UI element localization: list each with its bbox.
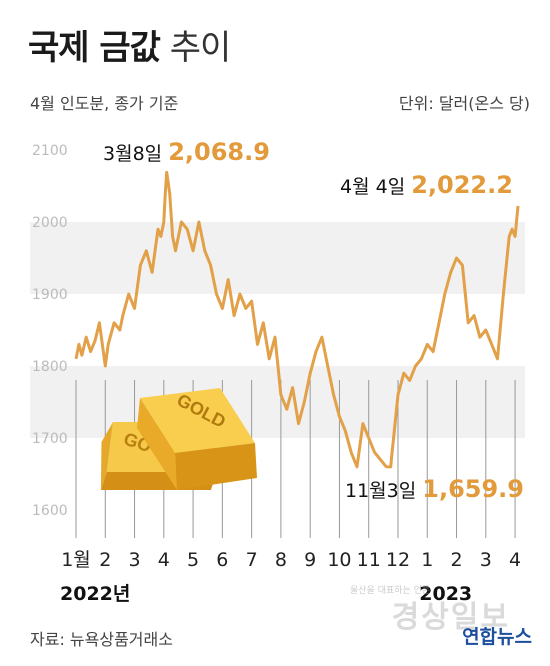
x-tick-label: 1월 (61, 549, 91, 571)
title-light: 추이 (169, 28, 232, 68)
annotation-date: 4월 4일 (340, 176, 411, 198)
y-tick-label: 1700 (32, 431, 68, 447)
year-label: 2023 (419, 583, 472, 605)
annotation: 11월3일 1,659.9 (345, 475, 524, 503)
annotation-value: 2,022.2 (411, 171, 513, 199)
x-tick-label: 1 (421, 549, 433, 571)
x-tick-label: 4 (158, 549, 170, 571)
grid-band (30, 366, 525, 438)
watermark: 경상일보 (391, 600, 510, 635)
x-tick-label: 2 (450, 549, 462, 571)
yonhap-logo: 연합뉴스 (462, 626, 532, 648)
gold-bar-front (137, 388, 257, 490)
annotation-date: 11월3일 (345, 480, 422, 502)
x-tick-label: 6 (216, 549, 228, 571)
grid-band (30, 150, 525, 222)
y-axis-ticks: 1600 1700 1800 1900 2000 2100 (32, 143, 68, 519)
x-tick-label: 2 (99, 549, 111, 571)
x-tick-label: 9 (304, 549, 316, 571)
x-tick-label: 7 (246, 549, 258, 571)
annotation: 3월8일 2,068.9 (103, 138, 270, 166)
page-title: 국제 금값 추이 (28, 20, 232, 69)
x-tick-label: 11 (357, 549, 381, 571)
price-line (74, 170, 520, 469)
annotation: 4월 4일 2,022.2 (340, 171, 513, 199)
x-tick-label: 12 (386, 549, 410, 571)
y-tick-label: 2100 (32, 143, 68, 159)
grid-band (30, 222, 525, 294)
chart-subtitle: 4월 인도분, 종가 기준 (30, 94, 179, 113)
x-tick-label: 3 (128, 549, 140, 571)
year-label: 2022년 (60, 583, 130, 605)
x-tick-label: 3 (480, 549, 492, 571)
y-tick-label: 2000 (32, 215, 68, 231)
y-tick-label: 1600 (32, 503, 68, 519)
x-tick-label: 8 (275, 549, 287, 571)
unit-label: 단위: 달러(온스 당) (398, 94, 530, 113)
source-label: 자료: 뉴욕상품거래소 (30, 630, 173, 649)
annotation-date: 3월8일 (103, 143, 168, 165)
annotations: 3월8일 2,068.9 4월 4일 2,022.2 11월3일 1,659.9 (103, 138, 524, 503)
x-tick-label: 4 (509, 549, 521, 571)
title-bold: 국제 금값 (28, 28, 161, 68)
watermark-tagline: 울산을 대표하는 언론 (350, 586, 431, 596)
x-tick-label: 5 (187, 549, 199, 571)
annotation-value: 1,659.9 (422, 475, 524, 503)
y-tick-label: 1900 (32, 287, 68, 303)
x-tick-label: 10 (327, 549, 351, 571)
y-tick-label: 1800 (32, 359, 68, 375)
annotation-value: 2,068.9 (168, 138, 270, 166)
gold-bar-illustration: GO GOLD (100, 388, 257, 490)
